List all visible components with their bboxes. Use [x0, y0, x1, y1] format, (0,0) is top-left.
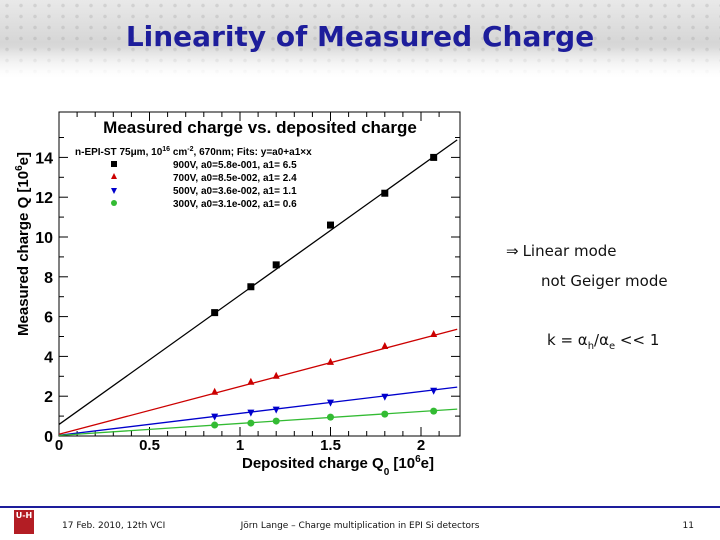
legend-entry-label: 900V, a0=5.8e-001, a1= 6.5: [173, 160, 297, 171]
axes: 0 2 4 6 8 10 12 14 0 0.5 1 1.5 2: [35, 112, 460, 454]
legend-header-sup: -2: [187, 146, 193, 153]
data-point: [381, 189, 389, 197]
y-tick-label: 6: [44, 310, 53, 327]
data-point: [430, 407, 438, 415]
header-fade: [0, 0, 720, 78]
x-tick-label: 1: [236, 437, 244, 454]
slide-title: Linearity of Measured Charge: [125, 20, 595, 53]
footer-date: 17 Feb. 2010, 12th VCI: [62, 521, 166, 531]
data-point: [381, 341, 389, 349]
implies-arrow-icon: ⇒: [506, 242, 519, 260]
x-axis-label-part: e]: [421, 455, 434, 472]
y-tick-label: 2: [44, 389, 53, 406]
fit-line: [58, 386, 458, 436]
ratio-slash: /: [594, 331, 600, 349]
alpha-e: α: [599, 331, 609, 349]
x-axis-label-part: Deposited charge Q: [242, 455, 384, 472]
y-tick-label: 10: [35, 230, 53, 247]
data-point: [247, 377, 255, 385]
annotation-linear-mode: ⇒ Linear mode: [506, 242, 617, 260]
legend-entry-label: 500V, a0=3.6e-002, a1= 1.1: [173, 186, 297, 197]
x-tick-label: 0.5: [139, 437, 160, 454]
y-axis-label: Measured charge Q [106e]: [14, 152, 32, 336]
alpha-h: α: [577, 331, 588, 349]
chart-title: Measured charge vs. deposited charge: [103, 118, 417, 137]
data-point: [272, 371, 280, 379]
data-point: [272, 261, 280, 269]
charge-linearity-chart: Measured charge vs. deposited charge n-E…: [14, 111, 461, 478]
annotation-k-ratio: k = αh/αe << 1: [547, 331, 659, 352]
y-axis-label-sup: 6: [14, 165, 25, 171]
legend-marker: [111, 188, 117, 194]
fit-line: [58, 139, 458, 425]
legend-marker: [111, 200, 117, 206]
alpha-h-subscript: h: [587, 341, 595, 352]
y-tick-label: 4: [44, 349, 53, 366]
footer-page-number: 11: [682, 521, 694, 531]
legend-marker: [111, 161, 117, 167]
x-tick-label: 0: [55, 437, 63, 454]
data-point: [430, 330, 438, 338]
university-logo: U-H: [14, 510, 34, 534]
data-point: [211, 413, 219, 421]
data-point: [272, 417, 280, 425]
legend-marker: [111, 173, 117, 179]
x-axis-label-part: [10: [389, 455, 415, 472]
data-point: [247, 283, 255, 291]
data-point: [430, 387, 438, 395]
chart-container: Measured charge vs. deposited charge n-E…: [0, 100, 470, 480]
header-background: [0, 0, 720, 78]
annotation-not-geiger: not Geiger mode: [541, 272, 668, 290]
x-tick-label: 2: [417, 437, 425, 454]
y-tick-label: 8: [44, 270, 53, 287]
x-tick-label: 1.5: [320, 437, 341, 454]
footer-rule: [0, 506, 720, 508]
data-point: [381, 393, 389, 401]
fit-lines: [58, 139, 458, 437]
legend-header-sup: 16: [162, 146, 170, 153]
data-point: [327, 413, 334, 421]
data-point: [430, 153, 438, 161]
footer-author-title: Jörn Lange – Charge multiplication in EP…: [240, 521, 480, 531]
legend-entry-label: 700V, a0=8.5e-002, a1= 2.4: [173, 173, 297, 184]
y-axis-label-part: Measured charge Q [10: [15, 171, 32, 336]
data-point: [211, 421, 219, 429]
x-axis-label-sub: 0: [384, 467, 390, 478]
data-point: [327, 221, 334, 229]
logo-text: U-H: [15, 511, 33, 520]
legend-header-part: cm: [170, 147, 187, 158]
data-point: [247, 419, 255, 427]
legend-header-part: , 670nm; Fits: y=a0+a1×x: [194, 147, 313, 158]
x-axis-label: Deposited charge Q0 [106e]: [242, 454, 434, 478]
k-suffix: << 1: [615, 331, 660, 349]
k-label: k =: [547, 331, 578, 349]
legend: n-EPI-ST 75μm, 1016 cm-2, 670nm; Fits: y…: [75, 146, 312, 210]
fit-line: [58, 328, 458, 435]
linear-mode-text: Linear mode: [522, 242, 617, 260]
data-markers: [211, 153, 438, 429]
data-point: [247, 409, 255, 417]
data-point: [327, 357, 334, 365]
y-tick-label: 12: [35, 190, 53, 207]
data-point: [211, 387, 219, 395]
legend-entries: 900V, a0=5.8e-001, a1= 6.5 700V, a0=8.5e-…: [111, 160, 297, 210]
data-point: [211, 309, 219, 317]
x-axis-label-sup: 6: [415, 454, 421, 465]
fit-line: [58, 408, 458, 437]
alpha-e-subscript: e: [608, 341, 616, 352]
legend-header-part: n-EPI-ST 75μm, 10: [75, 147, 163, 158]
y-axis-label-part: e]: [15, 152, 32, 165]
legend-entry-label: 300V, a0=3.1e-002, a1= 0.6: [173, 199, 297, 210]
data-point: [272, 406, 280, 414]
y-tick-label: 0: [44, 429, 53, 446]
y-tick-label: 14: [35, 150, 53, 167]
legend-header: n-EPI-ST 75μm, 1016 cm-2, 670nm; Fits: y…: [75, 146, 312, 158]
data-point: [381, 410, 389, 418]
data-point: [327, 399, 334, 407]
